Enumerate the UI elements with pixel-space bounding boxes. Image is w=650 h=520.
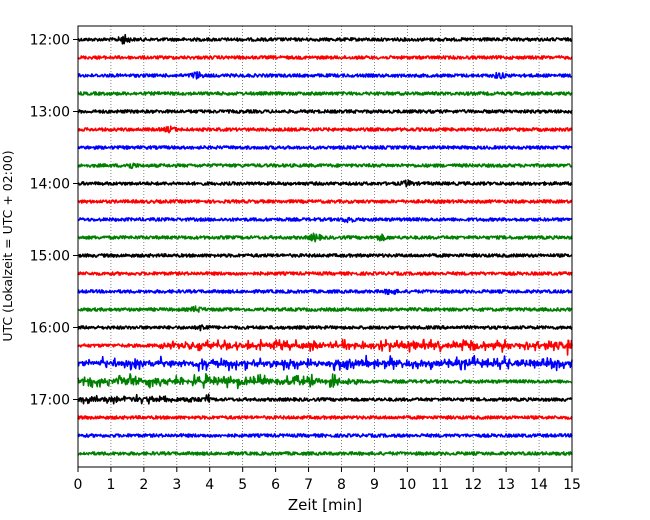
seismic-trace (77, 179, 573, 188)
seismic-trace (77, 162, 573, 170)
seismic-trace (77, 216, 573, 224)
x-tick-label: 5 (238, 477, 247, 493)
plot-background (78, 26, 572, 467)
x-tick-label: 12 (464, 477, 482, 493)
seismic-trace (77, 109, 573, 114)
seismic-trace (77, 372, 573, 390)
seismic-trace (77, 305, 573, 313)
y-tick-label: 15:00 (30, 249, 70, 265)
seismic-trace (77, 232, 573, 243)
y-axis-label: UTC (Lokalzeit = UTC + 02:00) (0, 150, 15, 341)
seismic-trace (77, 354, 573, 372)
seismic-trace (77, 253, 573, 258)
seismic-trace (77, 433, 573, 438)
x-tick-label: 4 (205, 477, 214, 493)
seismic-trace (77, 91, 573, 96)
plot-frame (77, 25, 573, 468)
seismic-trace (77, 393, 573, 405)
seismic-trace (77, 199, 573, 204)
x-axis-label: Zeit [min] (288, 496, 362, 514)
x-tick-label: 10 (398, 477, 416, 493)
x-tick-label: 11 (431, 477, 449, 493)
seismic-trace (77, 271, 573, 276)
seismic-trace (77, 55, 573, 60)
seismic-trace (77, 288, 573, 296)
y-tick-label: 12:00 (30, 33, 70, 49)
x-tick-label: 14 (530, 477, 548, 493)
x-tick-label: 3 (172, 477, 181, 493)
y-tick-label: 14:00 (30, 177, 70, 193)
y-tick-label: 13:00 (30, 105, 70, 121)
seismic-traces (77, 33, 573, 456)
x-tick-label: 13 (497, 477, 515, 493)
y-tick-label: 17:00 (30, 393, 70, 409)
seismic-trace (77, 415, 573, 420)
x-tick-label: 7 (304, 477, 313, 493)
x-tick-label: 9 (370, 477, 379, 493)
seismic-trace (77, 71, 573, 80)
y-axis: 12:00 13:00 14:00 15:00 16:00 17:00 (30, 33, 78, 409)
x-axis: 0 1 2 3 4 5 6 7 8 9 10 11 12 13 14 15 (74, 467, 581, 493)
seismic-trace (77, 324, 573, 332)
y-tick-label: 16:00 (30, 321, 70, 337)
x-tick-label: 8 (337, 477, 346, 493)
seismic-trace (77, 33, 573, 45)
plot-area (77, 25, 573, 468)
x-tick-label: 6 (271, 477, 280, 493)
x-tick-label: 15 (563, 477, 581, 493)
x-tick-label: 2 (139, 477, 148, 493)
seismic-trace (77, 145, 573, 150)
seismic-trace (77, 125, 573, 134)
seismic-trace (77, 451, 573, 456)
x-tick-label: 1 (106, 477, 115, 493)
x-tick-label: 0 (74, 477, 83, 493)
seismic-trace (77, 338, 573, 356)
